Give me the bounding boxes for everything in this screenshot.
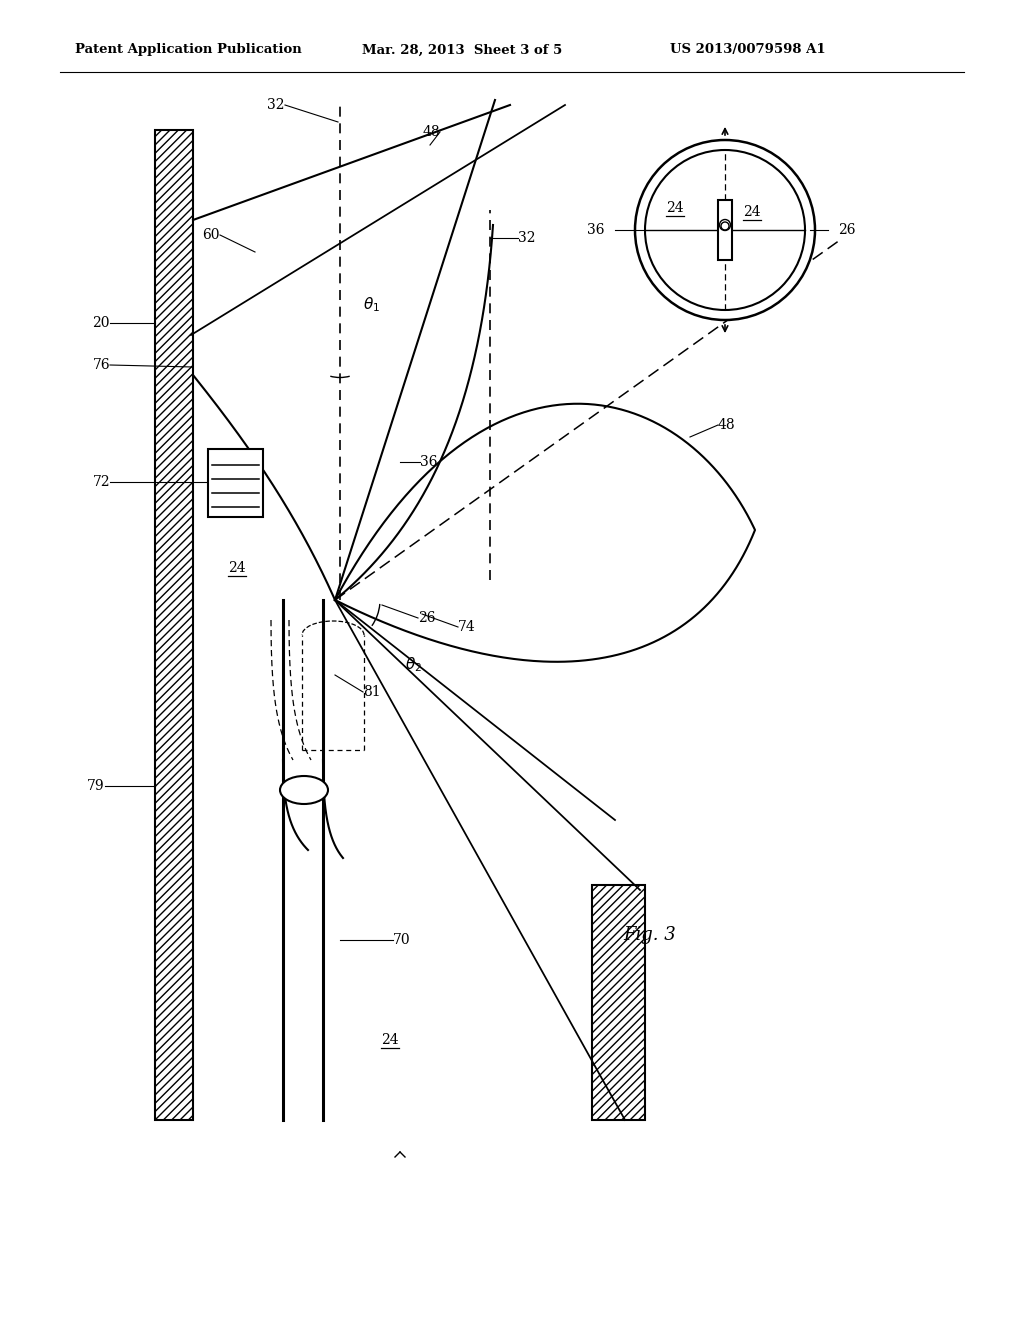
Text: 72: 72	[92, 475, 110, 488]
Text: 26: 26	[838, 223, 855, 238]
Text: 81: 81	[362, 685, 381, 700]
Text: 24: 24	[743, 205, 761, 219]
Text: Mar. 28, 2013  Sheet 3 of 5: Mar. 28, 2013 Sheet 3 of 5	[362, 44, 562, 57]
Text: 24: 24	[667, 201, 684, 215]
Text: 26: 26	[418, 611, 435, 624]
Text: 74: 74	[458, 620, 476, 634]
Text: 36: 36	[420, 455, 437, 469]
Text: 76: 76	[92, 358, 110, 372]
Text: 20: 20	[92, 315, 110, 330]
Bar	[155, 129, 193, 1119]
Bar	[718, 201, 732, 260]
Bar	[208, 449, 263, 517]
Text: 32: 32	[267, 98, 285, 112]
Bar	[592, 884, 645, 1119]
Ellipse shape	[280, 776, 328, 804]
Text: 60: 60	[203, 228, 220, 242]
Text: $\theta_1$: $\theta_1$	[362, 296, 380, 314]
Text: $\theta_2$: $\theta_2$	[406, 656, 422, 675]
Bar	[592, 884, 645, 1119]
Text: 24: 24	[228, 561, 246, 576]
Text: 36: 36	[588, 223, 605, 238]
Text: 79: 79	[87, 779, 105, 793]
Text: 70: 70	[393, 933, 411, 946]
Text: 32: 32	[518, 231, 536, 246]
Text: Patent Application Publication: Patent Application Publication	[75, 44, 302, 57]
Text: Fig. 3: Fig. 3	[624, 927, 677, 944]
Circle shape	[720, 219, 730, 231]
Text: US 2013/0079598 A1: US 2013/0079598 A1	[670, 44, 825, 57]
Text: 48: 48	[422, 125, 440, 139]
Text: 48: 48	[718, 418, 735, 432]
Bar	[155, 129, 193, 1119]
Text: 24: 24	[381, 1034, 398, 1047]
Circle shape	[635, 140, 815, 319]
